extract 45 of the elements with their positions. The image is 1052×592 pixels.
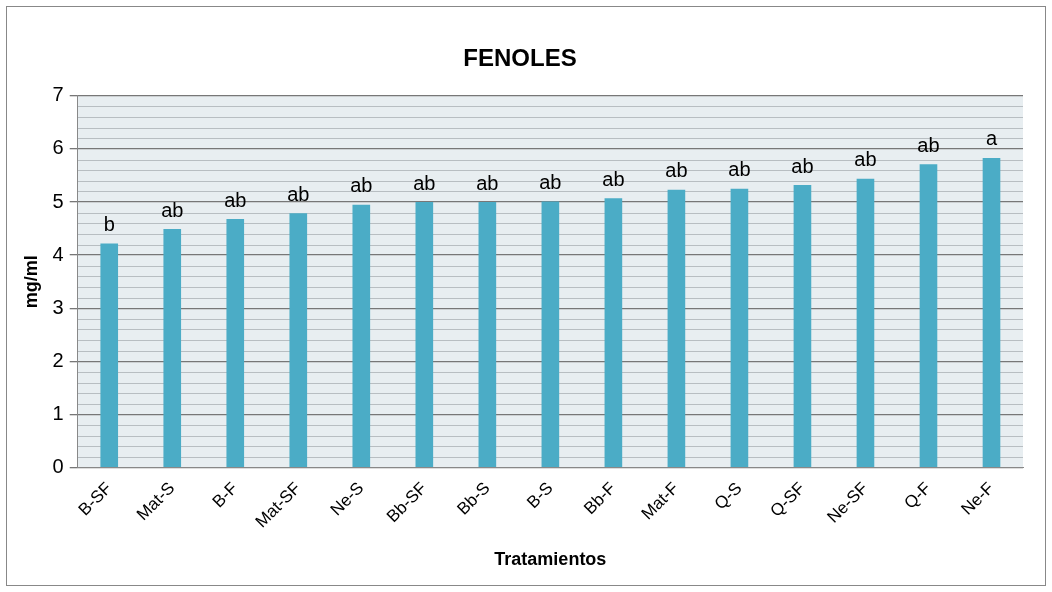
bar: [604, 198, 623, 467]
y-tick-label: 3: [52, 295, 64, 318]
y-tick-label: 4: [52, 242, 64, 265]
annotation: ab: [224, 188, 247, 211]
y-tick-label: 0: [52, 455, 64, 478]
annotation: ab: [350, 174, 373, 197]
annotation: ab: [602, 167, 625, 190]
bar: [982, 157, 1001, 467]
bar: [289, 213, 308, 467]
annotation: ab: [665, 159, 688, 182]
bar: [919, 164, 938, 467]
bar: [226, 219, 245, 467]
annotation: ab: [413, 171, 436, 194]
annotation: ab: [476, 171, 499, 194]
bar: [478, 202, 497, 467]
x-axis-title: Tratamientos: [494, 549, 607, 570]
y-tick-label: 1: [52, 401, 64, 424]
bar: [730, 188, 749, 467]
bar: [667, 189, 686, 467]
annotation: ab: [539, 171, 562, 194]
x-tick-label: B-S: [523, 478, 557, 512]
bar: [793, 185, 812, 467]
y-tick-label: 6: [52, 136, 64, 159]
y-tick-label: 5: [52, 189, 64, 212]
x-tick-label: B-F: [208, 478, 242, 512]
bar: [352, 204, 371, 467]
bar: [541, 201, 560, 467]
annotation: ab: [728, 158, 751, 181]
x-tick-label: Q-F: [900, 478, 935, 513]
annotation: b: [103, 212, 115, 235]
annotation: ab: [287, 182, 310, 205]
y-tick-label: 7: [52, 83, 64, 106]
y-tick-label: 2: [52, 348, 64, 371]
bar: [163, 229, 182, 467]
bar: [415, 202, 434, 467]
annotation: ab: [854, 148, 877, 171]
y-axis-title: mg/ml: [20, 255, 41, 309]
bar: [100, 243, 119, 467]
annotation: a: [985, 127, 998, 150]
chart-title: FENOLES: [463, 44, 577, 72]
x-tick-label: Q-S: [710, 478, 746, 514]
bar: [856, 178, 875, 467]
annotation: ab: [161, 198, 184, 221]
annotation: ab: [791, 154, 814, 177]
annotation: ab: [917, 133, 940, 156]
